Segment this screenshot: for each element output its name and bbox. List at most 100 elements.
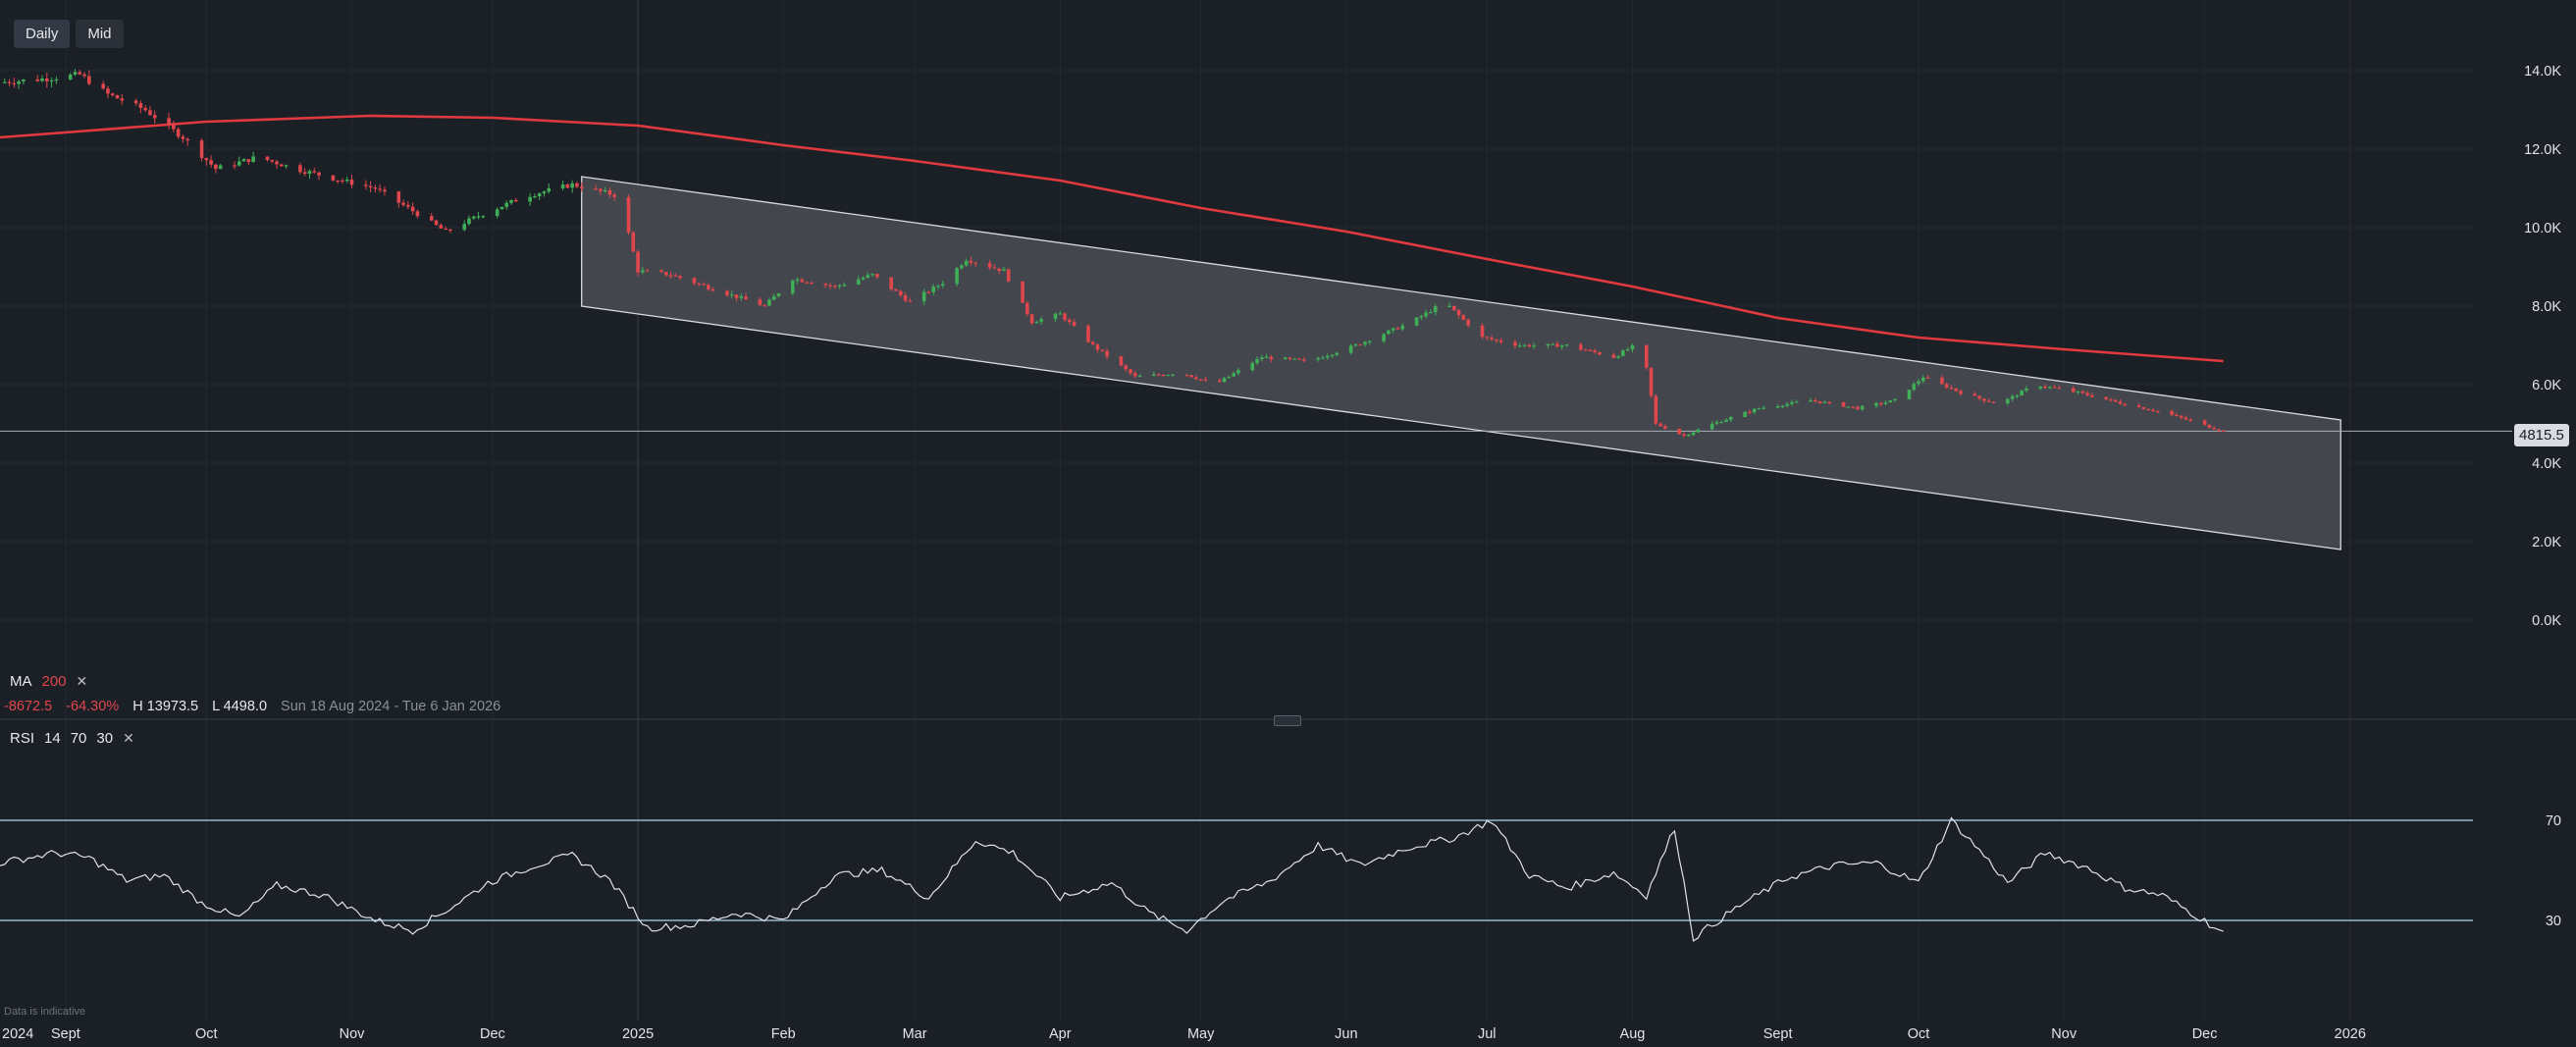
candle-body — [1335, 352, 1340, 355]
candle-body — [1194, 377, 1198, 380]
candle-body — [1302, 359, 1306, 361]
mid-button[interactable]: Mid — [76, 20, 124, 48]
candle-body — [439, 225, 444, 229]
rsi-legend-lower[interactable]: 30 — [96, 730, 114, 747]
candle-body — [2020, 391, 2024, 396]
candle-body — [641, 270, 645, 273]
ma-legend-period[interactable]: 200 — [41, 673, 67, 690]
candle-body — [692, 278, 697, 284]
time-tick-label: 2025 — [622, 1026, 654, 1042]
candle-body — [1822, 401, 1827, 403]
rsi-legend-upper[interactable]: 70 — [70, 730, 87, 747]
candle-body — [401, 202, 405, 205]
candle-body — [1921, 377, 1925, 382]
candle-body — [1559, 345, 1564, 347]
candle-body — [172, 124, 176, 130]
candle-body — [1944, 384, 1949, 389]
candle-body — [2076, 391, 2080, 393]
last-price-tag: 4815.5 — [2514, 424, 2569, 446]
candle-body — [940, 284, 945, 287]
candle-body — [199, 140, 204, 159]
candle-body — [368, 185, 373, 188]
candle-body — [2113, 399, 2118, 402]
candle-body — [1954, 388, 1959, 392]
candle-body — [1348, 345, 1353, 353]
candle-body — [1068, 319, 1072, 323]
candle-body — [2188, 419, 2193, 421]
candle-body — [1883, 402, 1888, 404]
candle-body — [1480, 325, 1485, 338]
candle-body — [2141, 406, 2146, 410]
candle-body — [1846, 406, 1851, 408]
candle-body — [1583, 349, 1588, 351]
candle-body — [481, 216, 486, 218]
candle-body — [336, 180, 340, 183]
candle-body — [1269, 356, 1274, 360]
rsi-remove-icon[interactable]: ✕ — [123, 730, 134, 746]
candle-body — [1682, 434, 1686, 436]
candle-body — [209, 160, 213, 165]
time-tick-label: Nov — [340, 1026, 366, 1042]
candle-body — [612, 194, 616, 197]
candle-body — [1663, 426, 1667, 429]
candle-body — [214, 164, 218, 170]
candle-body — [744, 296, 748, 300]
candle-body — [1086, 326, 1090, 342]
ma-legend-name: MA — [10, 673, 32, 690]
candle-body — [1152, 374, 1156, 377]
daily-button[interactable]: Daily — [14, 20, 71, 48]
candle-body — [1630, 344, 1635, 350]
time-tick-label: Apr — [1049, 1026, 1072, 1042]
price-tick-label: 4.0K — [2532, 456, 2561, 472]
ma-remove-icon[interactable]: ✕ — [76, 673, 88, 689]
candle-body — [2024, 388, 2028, 392]
candle-body — [415, 211, 420, 217]
candle-body — [471, 216, 476, 219]
rsi-legend-period[interactable]: 14 — [44, 730, 61, 747]
candle-body — [828, 285, 832, 287]
candle-body — [1729, 417, 1733, 420]
candle-body — [1485, 337, 1490, 339]
candle-body — [1325, 355, 1330, 358]
candle-body — [1912, 384, 1917, 391]
candle-body — [2118, 401, 2123, 404]
candle-body — [603, 189, 607, 192]
candle-body — [856, 279, 861, 286]
candle-body — [331, 175, 336, 181]
candle-body — [275, 161, 279, 165]
candle-body — [2123, 403, 2128, 406]
candle-body — [1841, 401, 1846, 407]
candle-body — [312, 171, 317, 173]
candle-body — [2175, 414, 2179, 416]
rsi-line — [0, 816, 2224, 942]
candle-body — [1419, 316, 1424, 318]
pane-resize-handle[interactable] — [1274, 715, 1301, 726]
candle-body — [866, 275, 870, 279]
candle-body — [987, 263, 992, 268]
price-tick-label: 6.0K — [2532, 378, 2561, 393]
candle-body — [1297, 358, 1301, 360]
candle-body — [284, 165, 289, 167]
candle-body — [1649, 367, 1654, 396]
candle-body — [1292, 358, 1297, 360]
candle-body — [68, 74, 73, 79]
candle-body — [1527, 344, 1532, 347]
candle-body — [2038, 386, 2043, 389]
candle-body — [1517, 345, 1522, 347]
candle-body — [22, 79, 26, 81]
price-stats: -8672.5 -64.30% H 13973.5 L 4498.0 Sun 1… — [4, 699, 500, 714]
candle-body — [2207, 424, 2212, 428]
candle-body — [1696, 429, 1701, 433]
candle-body — [570, 183, 574, 188]
candle-body — [1564, 344, 1569, 346]
regression-channel — [581, 176, 2341, 550]
candle-body — [1129, 369, 1132, 374]
candle-body — [1184, 374, 1189, 377]
candle-body — [1724, 419, 1728, 422]
candle-body — [908, 300, 913, 302]
candle-body — [2048, 387, 2052, 389]
candle-body — [2057, 388, 2062, 390]
candle-body — [1203, 379, 1208, 382]
candle-body — [1598, 352, 1602, 355]
